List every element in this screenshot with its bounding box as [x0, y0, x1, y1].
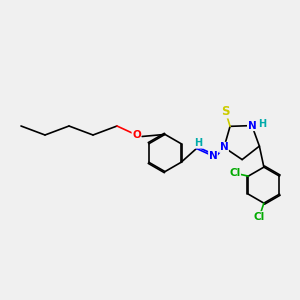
Text: H: H — [194, 138, 203, 148]
Text: Cl: Cl — [229, 168, 240, 178]
Text: Cl: Cl — [254, 212, 265, 222]
Text: N: N — [208, 151, 217, 161]
Text: N: N — [220, 142, 228, 152]
Text: H: H — [259, 119, 267, 129]
Text: O: O — [132, 130, 141, 140]
Text: S: S — [221, 105, 230, 118]
Text: N: N — [248, 121, 256, 130]
